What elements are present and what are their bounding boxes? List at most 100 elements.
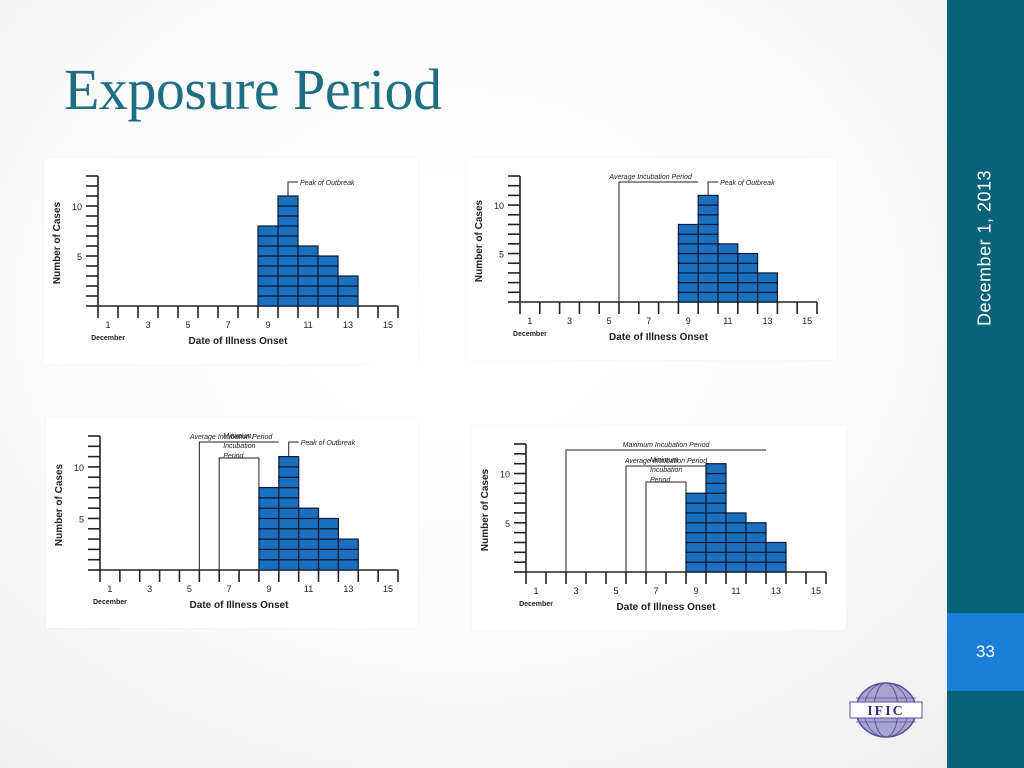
case-square bbox=[278, 538, 300, 550]
case-square bbox=[697, 223, 719, 235]
epi-curve-chart-2: 5 10 Number of Cases 1 3 5 7 9 11 13 15 December Dat… bbox=[466, 158, 837, 360]
bracket-label: Incubation bbox=[223, 443, 255, 450]
case-square bbox=[725, 512, 747, 524]
peak-annotation: Peak of Outbreak bbox=[287, 180, 355, 196]
y-tick-label: 10 bbox=[72, 202, 82, 212]
case-square bbox=[298, 548, 320, 561]
x-axis-label: Date of Illness Onset bbox=[609, 332, 709, 343]
case-square bbox=[737, 252, 759, 264]
case-square bbox=[697, 194, 719, 206]
case-square bbox=[677, 252, 699, 264]
case-square bbox=[337, 275, 359, 287]
case-square bbox=[298, 517, 320, 530]
peak-line bbox=[287, 181, 298, 196]
y-axis-label: Number of Cases bbox=[54, 463, 65, 546]
peak-line bbox=[707, 181, 719, 196]
case-square bbox=[278, 507, 300, 520]
case-square bbox=[258, 559, 280, 571]
bracket-label: Average Incubation Period bbox=[624, 458, 708, 465]
case-square bbox=[705, 541, 727, 553]
bar bbox=[697, 194, 719, 303]
x-tick-label: 11 bbox=[303, 320, 312, 330]
epi-curve-chart-3: 5 10 Number of Cases 1 3 5 7 9 11 13 15 December Dat… bbox=[46, 418, 418, 628]
case-square bbox=[705, 492, 727, 504]
case-square bbox=[297, 275, 319, 287]
y-tick-label: 5 bbox=[77, 252, 82, 262]
bracket-line bbox=[618, 181, 699, 302]
case-square bbox=[317, 285, 339, 297]
y-tick-label: 5 bbox=[505, 519, 510, 529]
x-tick-label: 9 bbox=[686, 316, 691, 326]
case-square bbox=[277, 285, 299, 297]
case-square bbox=[297, 245, 319, 257]
case-square bbox=[298, 528, 320, 540]
case-square bbox=[278, 476, 300, 489]
case-square bbox=[685, 502, 707, 514]
case-square bbox=[297, 265, 319, 277]
case-square bbox=[697, 214, 719, 226]
case-square bbox=[697, 233, 719, 245]
x-tick-label: 5 bbox=[187, 584, 192, 594]
bracket-label: Average Incubation Period bbox=[189, 434, 273, 441]
case-square bbox=[705, 561, 727, 573]
case-square bbox=[257, 255, 279, 267]
case-square bbox=[705, 512, 727, 524]
case-square bbox=[258, 517, 280, 530]
case-square bbox=[717, 282, 739, 293]
y-tick-label: 5 bbox=[499, 250, 504, 260]
case-square bbox=[298, 507, 320, 520]
case-square bbox=[725, 561, 747, 573]
case-square bbox=[278, 548, 300, 561]
y-tick-label: 5 bbox=[79, 514, 84, 524]
case-square bbox=[317, 265, 339, 277]
x-tick-label: 5 bbox=[613, 586, 618, 596]
case-square bbox=[725, 522, 747, 534]
page-number-box: 33 bbox=[947, 613, 1024, 691]
x-tick-label: 1 bbox=[105, 320, 110, 330]
x-tick-label: 3 bbox=[567, 316, 572, 326]
case-square bbox=[705, 532, 727, 544]
case-square bbox=[697, 272, 719, 284]
incubation-bracket: Average Incubation Period bbox=[608, 174, 699, 302]
y-axis-label: Number of Cases bbox=[480, 468, 491, 551]
case-square bbox=[258, 486, 280, 499]
case-square bbox=[277, 235, 299, 247]
bar bbox=[725, 512, 747, 573]
case-square bbox=[278, 559, 300, 571]
bar bbox=[745, 522, 767, 573]
case-square bbox=[745, 541, 767, 553]
case-square bbox=[697, 262, 719, 274]
case-square bbox=[725, 551, 747, 563]
case-square bbox=[257, 245, 279, 257]
case-square bbox=[705, 502, 727, 514]
case-square bbox=[257, 265, 279, 277]
x-tick-label: 1 bbox=[533, 586, 538, 596]
bracket-label: Minimum bbox=[650, 457, 679, 464]
bar bbox=[298, 507, 320, 571]
case-square bbox=[717, 243, 739, 255]
bar bbox=[337, 275, 359, 307]
bracket-label: Maximum Incubation Period bbox=[623, 442, 711, 449]
y-axis-label: Number of Cases bbox=[52, 201, 63, 284]
case-square bbox=[277, 225, 299, 237]
case-square bbox=[705, 463, 727, 475]
bar bbox=[277, 195, 299, 307]
case-square bbox=[258, 507, 280, 520]
case-square bbox=[757, 282, 779, 293]
case-square bbox=[337, 548, 359, 561]
bracket-label: Average Incubation Period bbox=[608, 174, 692, 181]
y-tick-label: 10 bbox=[500, 470, 510, 480]
case-square bbox=[278, 486, 300, 499]
case-square bbox=[337, 295, 359, 307]
y-tick-label: 10 bbox=[494, 201, 504, 211]
slide-date: December 1, 2013 bbox=[974, 169, 995, 327]
case-square bbox=[685, 532, 707, 544]
ific-globe-logo-icon: IFIC bbox=[838, 674, 934, 744]
case-square bbox=[685, 492, 707, 504]
case-square bbox=[697, 204, 719, 216]
bar bbox=[765, 541, 787, 573]
x-tick-label: 7 bbox=[653, 586, 658, 596]
bracket-label: Period bbox=[223, 453, 244, 460]
peak-label: Peak of Outbreak bbox=[300, 180, 355, 187]
